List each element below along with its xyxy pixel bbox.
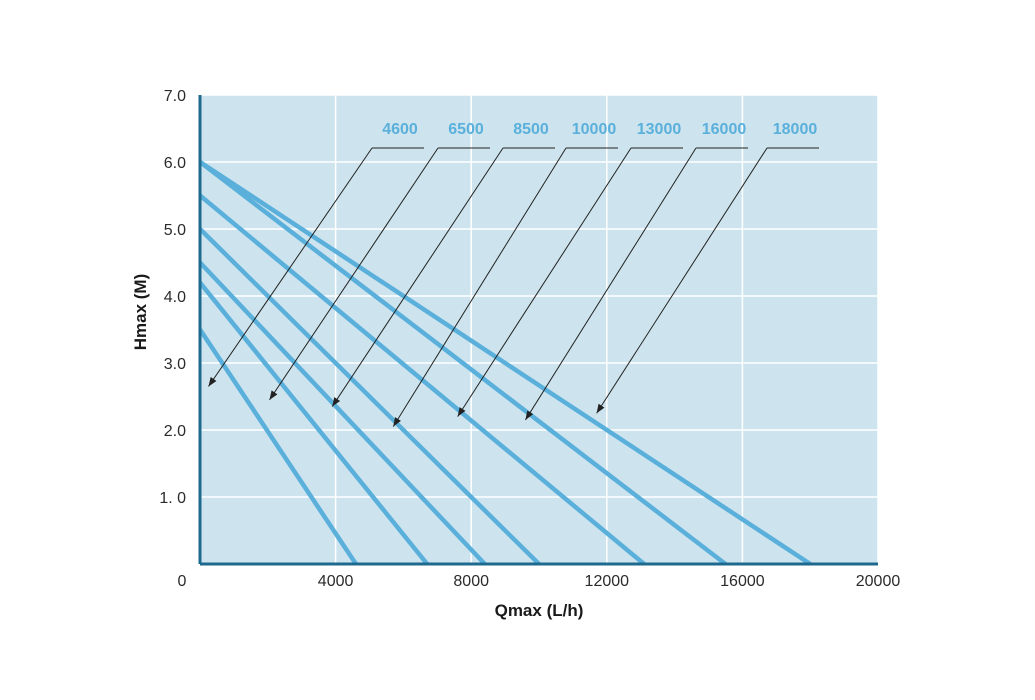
series-label-18000: 18000	[773, 121, 818, 138]
pointer-line-10000	[392, 147, 567, 427]
y-tick-label: 7.0	[164, 88, 186, 105]
y-axis-title: Hmax (M)	[131, 274, 150, 351]
pointer-line-13000	[457, 147, 632, 417]
pointer-line-6500	[269, 147, 439, 401]
y-tick-label: 2.0	[164, 423, 186, 440]
series-line-8500	[198, 260, 487, 566]
x-tick-label: 4000	[318, 573, 354, 590]
y-tick-labels: 1. 0 2.0 3.0 4.0 5.0 6.0 7.0	[159, 88, 186, 507]
plot-background	[200, 95, 878, 564]
series-label-8500: 8500	[513, 121, 549, 138]
gridlines	[200, 94, 879, 564]
series-labels: 4600 6500 8500 10000 13000 16000 18000	[382, 121, 817, 138]
pointer-arrowhead-18000	[596, 403, 605, 414]
pointer-arrowhead-16000	[525, 410, 534, 420]
x-tick-label: 12000	[585, 573, 630, 590]
pointer-arrowhead-13000	[457, 407, 466, 417]
pointer-arrowhead-10000	[393, 417, 401, 427]
x-axis-title: Qmax (L/h)	[495, 601, 584, 620]
y-tick-label: 4.0	[164, 289, 186, 306]
x-tick-label: 20000	[856, 573, 901, 590]
series-line-4600	[198, 328, 358, 566]
pointer-line-18000	[596, 147, 768, 414]
series-label-6500: 6500	[448, 121, 484, 138]
x-tick-label: 8000	[453, 573, 489, 590]
pointer-arrowhead-8500	[332, 397, 341, 407]
series-line-18000	[198, 160, 812, 566]
y-tick-label: 5.0	[164, 222, 186, 239]
series-label-10000: 10000	[572, 121, 617, 138]
x-tick-label: 0	[178, 573, 187, 590]
pointer-line-4600	[208, 147, 373, 387]
series-label-16000: 16000	[702, 121, 747, 138]
y-tick-label: 1. 0	[159, 490, 186, 507]
y-tick-label: 3.0	[164, 356, 186, 373]
x-tick-labels: 0 4000 8000 12000 16000 20000	[178, 573, 901, 590]
series-label-4600: 4600	[382, 121, 418, 138]
series-line-10000	[198, 227, 541, 566]
label-pointers	[208, 147, 819, 427]
series-lines	[198, 160, 812, 566]
pointer-arrowhead-4600	[208, 377, 217, 387]
series-line-6500	[198, 281, 429, 566]
series-label-13000: 13000	[637, 121, 682, 138]
series-line-16000	[198, 160, 727, 566]
pointer-line-16000	[525, 147, 697, 421]
y-tick-label: 6.0	[164, 155, 186, 172]
x-tick-label: 16000	[720, 573, 765, 590]
pointer-arrowhead-6500	[269, 390, 278, 400]
pointer-line-8500	[331, 147, 504, 407]
